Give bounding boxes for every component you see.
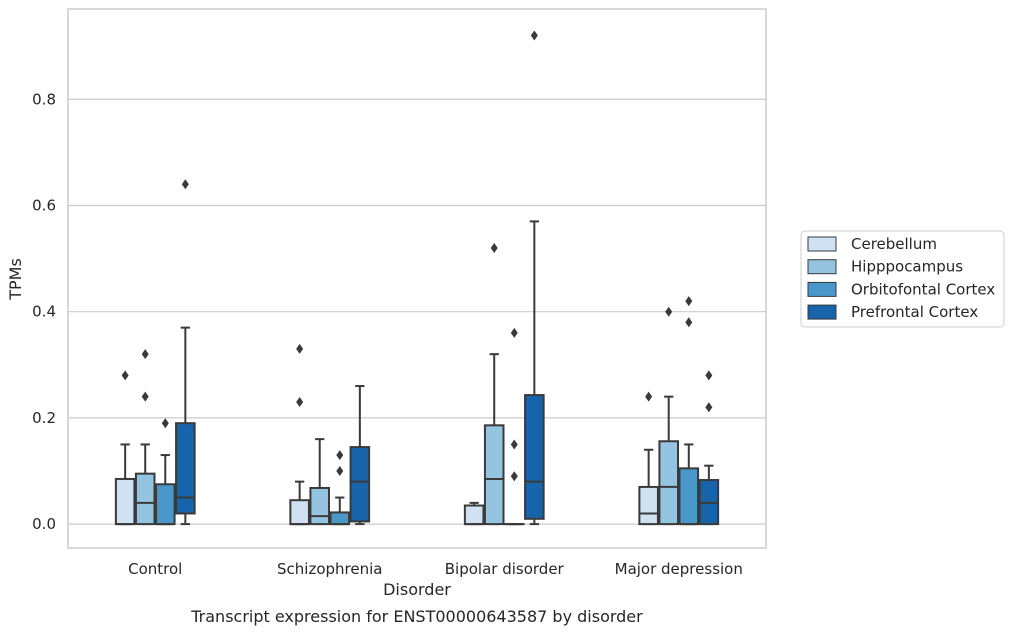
y-tick-label: 0.6 xyxy=(32,196,56,214)
box-body xyxy=(483,424,505,526)
box-3-1 xyxy=(658,306,679,526)
chart-caption: Transcript expression for ENST0000064358… xyxy=(190,607,643,626)
outlier-point xyxy=(296,343,304,354)
legend-frame xyxy=(800,230,1005,328)
outlier-point xyxy=(510,439,518,450)
outlier-point xyxy=(336,466,344,476)
x-tick-label: Schizophrenia xyxy=(277,560,382,578)
legend-label: Hipppocampus xyxy=(851,258,963,276)
legend-label: Orbitofontal Cortex xyxy=(851,280,995,298)
outlier-point xyxy=(141,349,149,360)
box-body xyxy=(678,467,700,526)
outlier-point xyxy=(161,418,169,429)
box-2-1 xyxy=(483,242,505,526)
box-3-2 xyxy=(678,296,700,526)
box-body xyxy=(638,485,659,526)
box-0-2 xyxy=(155,418,176,526)
y-tick-labels: 0.0 0.2 0.4 0.6 0.8 xyxy=(32,90,56,533)
x-tick-label: Bipolar disorder xyxy=(445,560,565,578)
outlier-point xyxy=(645,391,653,402)
legend-items: Cerebellum Hipppocampus Orbitofontal Corte… xyxy=(807,235,995,321)
outlier-point xyxy=(490,242,498,253)
boxes xyxy=(114,30,720,526)
outlier-point xyxy=(685,296,693,307)
box-0-3 xyxy=(175,179,196,526)
x-tick-label: Major depression xyxy=(615,560,743,578)
outlier-point xyxy=(530,30,538,41)
outlier-point xyxy=(705,370,713,381)
box-body xyxy=(658,440,679,526)
box-1-2 xyxy=(329,450,351,526)
box-body xyxy=(289,499,310,526)
box-body xyxy=(134,472,156,526)
y-tick-label: 0.0 xyxy=(32,515,56,533)
outlier-point xyxy=(141,391,149,402)
outlier-point xyxy=(510,471,518,482)
legend-swatch xyxy=(807,236,837,252)
box-2-3 xyxy=(524,30,545,526)
outlier-point xyxy=(121,370,129,381)
outlier-point xyxy=(685,317,693,328)
x-axis-title: Disorder xyxy=(383,580,451,599)
legend-swatch xyxy=(807,304,837,320)
box-3-3 xyxy=(698,370,720,526)
x-tick-labels: Control Schizophrenia Bipolar disorder Majo… xyxy=(128,560,743,578)
legend-swatch xyxy=(807,259,837,275)
box-1-3 xyxy=(349,385,371,526)
outlier-point xyxy=(296,396,304,407)
legend-label: Prefrontal Cortex xyxy=(851,303,978,321)
box-body xyxy=(155,483,176,526)
box-2-0 xyxy=(463,501,485,526)
box-body xyxy=(309,486,330,526)
box-3-0 xyxy=(638,391,659,526)
box-2-2 xyxy=(504,327,525,526)
box-body xyxy=(329,511,351,526)
outlier-point xyxy=(510,327,518,338)
outlier-point xyxy=(336,450,344,461)
plot-frame xyxy=(67,8,767,549)
box-body xyxy=(524,394,545,520)
outlier-point xyxy=(181,179,189,190)
box-1-1 xyxy=(309,438,330,526)
legend-label: Cerebellum xyxy=(851,235,937,253)
y-tick-label: 0.2 xyxy=(32,409,56,427)
y-tick-label: 0.4 xyxy=(32,303,56,321)
box-1-0 xyxy=(289,343,310,526)
outlier-point xyxy=(665,306,673,317)
box-body xyxy=(463,504,485,526)
box-body xyxy=(175,422,196,515)
box-0-0 xyxy=(114,370,136,526)
box-0-1 xyxy=(134,349,156,526)
legend: Cerebellum Hipppocampus Orbitofontal Corte… xyxy=(800,230,1005,328)
legend-swatch xyxy=(807,281,837,297)
y-axis-title: TPMs xyxy=(6,258,25,301)
x-tick-label: Control xyxy=(128,560,182,578)
box-body xyxy=(349,446,371,523)
box-body xyxy=(114,477,136,526)
outlier-point xyxy=(705,402,713,413)
y-tick-label: 0.8 xyxy=(32,90,56,108)
